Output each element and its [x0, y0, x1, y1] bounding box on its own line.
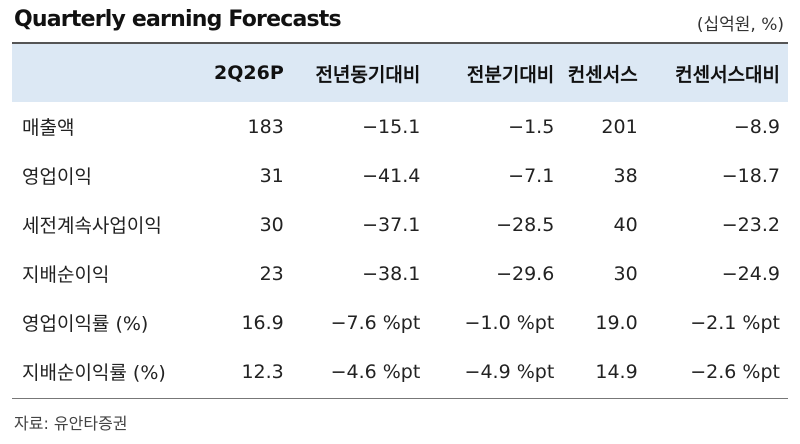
- cell-value: 201: [601, 115, 638, 138]
- cell-value: 40: [613, 213, 638, 236]
- cell-value: 23: [259, 262, 284, 285]
- cell-value: 30: [259, 213, 284, 236]
- cell-value: −1.5: [508, 115, 555, 138]
- unit-label: (십억원, %): [696, 15, 784, 35]
- row-label: 세전계속사업이익: [22, 215, 162, 237]
- cell-value: 12.3: [241, 360, 284, 383]
- cell-value: 38: [613, 164, 638, 187]
- cell-value: −41.4: [362, 164, 421, 187]
- table-row: 지배순이익 23 −38.1 −29.6 30 −24.9: [12, 249, 788, 298]
- cell-value: 30: [613, 262, 638, 285]
- cell-value: −15.1: [362, 115, 421, 138]
- table-row: 세전계속사업이익 30 −37.1 −28.5 40 −23.2: [12, 200, 788, 249]
- forecast-table: 2Q26P 전년동기대비 전분기대비 컨센서스 컨센서스대비 매출액 183 −…: [12, 44, 788, 396]
- header-consensus: 컨센서스: [567, 63, 638, 86]
- header-vs-consensus: 컨센서스대비: [675, 63, 780, 86]
- header-row: 2Q26P 전년동기대비 전분기대비 컨센서스 컨센서스대비: [12, 44, 788, 102]
- row-label: 지배순이익률 (%): [22, 362, 166, 384]
- cell-value: −8.9: [733, 115, 780, 138]
- table-row: 영업이익 31 −41.4 −7.1 38 −18.7: [12, 151, 788, 200]
- cell-value: 16.9: [241, 311, 284, 334]
- header-band: [12, 44, 788, 102]
- cell-value: −28.5: [496, 213, 555, 236]
- table-row: 매출액 183 −15.1 −1.5 201 −8.9: [12, 102, 788, 151]
- row-label: 지배순이익: [22, 264, 110, 286]
- top-rule: [12, 42, 788, 44]
- cell-value: −29.6: [496, 262, 555, 285]
- header-yoy: 전년동기대비: [315, 63, 421, 86]
- table-row: 지배순이익률 (%) 12.3 −4.6 %pt −4.9 %pt 14.9 −…: [12, 347, 788, 396]
- cell-value: −24.9: [721, 262, 780, 285]
- header-qoq: 전분기대비: [466, 63, 555, 86]
- cell-value: −7.1: [508, 164, 555, 187]
- table-title: Quarterly earning Forecasts: [14, 7, 342, 32]
- cell-value: −4.9 %pt: [464, 360, 555, 383]
- cell-value: −1.0 %pt: [464, 311, 555, 334]
- cell-value: 183: [247, 115, 284, 138]
- source-note: 자료: 유안타증권: [14, 414, 128, 433]
- cell-value: −18.7: [721, 164, 780, 187]
- table-row: 영업이익률 (%) 16.9 −7.6 %pt −1.0 %pt 19.0 −2…: [12, 298, 788, 347]
- cell-value: 14.9: [595, 360, 638, 383]
- bottom-rule: [12, 398, 788, 399]
- cell-value: −4.6 %pt: [330, 360, 421, 383]
- header-2q26p: 2Q26P: [214, 62, 284, 84]
- row-label: 영업이익: [22, 166, 92, 188]
- cell-value: −7.6 %pt: [330, 311, 421, 334]
- header-blank: [12, 44, 191, 102]
- cell-value: −2.1 %pt: [690, 311, 780, 334]
- cell-value: −23.2: [721, 213, 780, 236]
- cell-value: 19.0: [595, 311, 638, 334]
- row-label: 영업이익률 (%): [22, 313, 149, 335]
- cell-value: −38.1: [362, 262, 421, 285]
- cell-value: −37.1: [362, 213, 421, 236]
- cell-value: −2.6 %pt: [690, 360, 780, 383]
- cell-value: 31: [259, 164, 284, 187]
- row-label: 매출액: [22, 117, 75, 139]
